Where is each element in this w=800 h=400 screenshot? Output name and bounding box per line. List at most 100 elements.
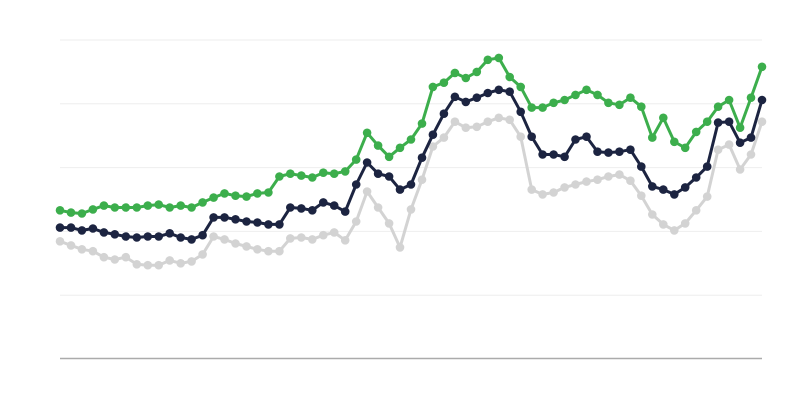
data-point-navy (143, 232, 153, 241)
data-point-navy (746, 133, 756, 142)
data-point-green (66, 208, 76, 217)
data-point-green (406, 135, 416, 144)
data-point-green (88, 205, 98, 214)
data-point-green (560, 95, 569, 105)
data-point-navy (527, 132, 536, 141)
data-point-gray (428, 142, 438, 151)
data-point-navy (340, 207, 350, 216)
data-point-navy (187, 235, 196, 244)
data-point-gray (231, 239, 240, 248)
data-point-gray (494, 113, 504, 123)
data-point-navy (680, 183, 690, 192)
data-point-gray (264, 246, 273, 256)
data-point-green (702, 117, 712, 126)
data-point-green (637, 102, 646, 111)
data-point-gray (198, 250, 207, 259)
data-point-green (110, 203, 120, 212)
data-point-gray (593, 175, 602, 184)
data-point-gray (713, 145, 723, 154)
data-point-gray (384, 219, 394, 228)
data-point-navy (757, 95, 767, 105)
data-point-gray (275, 246, 284, 256)
data-point-navy (571, 135, 580, 144)
data-point-navy (66, 223, 76, 232)
data-point-navy (582, 132, 591, 141)
data-point-gray (527, 185, 536, 194)
data-point-green (505, 72, 514, 82)
data-point-green (286, 169, 295, 178)
data-point-green (571, 90, 580, 100)
data-point-gray (735, 165, 745, 174)
data-point-navy (637, 162, 646, 171)
data-point-navy (538, 150, 547, 159)
data-point-navy (648, 182, 657, 191)
data-point-navy (713, 118, 723, 127)
data-point-navy (395, 185, 405, 194)
data-point-navy (286, 203, 295, 212)
data-point-gray (297, 233, 306, 242)
data-point-green (450, 68, 460, 78)
data-point-green (55, 206, 65, 215)
data-point-navy (604, 148, 613, 157)
data-point-green (165, 203, 174, 212)
data-point-green (154, 200, 163, 209)
data-point-green (176, 201, 185, 210)
data-point-green (472, 67, 482, 77)
data-point-gray (560, 183, 569, 192)
data-point-green (187, 203, 196, 212)
data-point-gray (615, 170, 624, 179)
data-point-gray (77, 245, 87, 254)
data-point-gray (286, 234, 295, 243)
data-point-navy (77, 226, 87, 235)
data-point-gray (582, 177, 591, 186)
data-point-gray (351, 217, 361, 226)
data-point-green (516, 82, 525, 92)
data-point-green (439, 78, 449, 87)
data-point-navy (472, 93, 482, 102)
data-point-green (626, 93, 635, 102)
data-point-navy (297, 204, 306, 213)
series-markers-green (55, 53, 767, 218)
data-point-gray (483, 117, 493, 126)
data-point-green (483, 55, 493, 65)
data-point-navy (450, 92, 460, 102)
data-point-green (77, 209, 87, 218)
data-point-navy (461, 97, 471, 107)
data-point-green (329, 169, 339, 178)
data-point-gray (66, 241, 76, 250)
data-point-green (691, 127, 701, 137)
data-point-green (242, 192, 251, 201)
data-point-gray (648, 210, 657, 219)
data-point-green (198, 198, 207, 207)
data-point-navy (242, 217, 251, 226)
data-point-gray (373, 203, 383, 212)
series-green (55, 53, 767, 218)
data-point-gray (209, 232, 218, 241)
data-point-green (143, 201, 153, 210)
data-point-gray (637, 191, 646, 200)
data-point-navy (319, 198, 328, 207)
data-point-navy (154, 232, 163, 241)
data-point-green (461, 73, 471, 83)
data-point-navy (560, 152, 569, 162)
data-point-gray (461, 123, 471, 132)
series-navy (55, 85, 767, 244)
data-point-green (319, 168, 328, 177)
data-point-gray (680, 219, 690, 228)
data-point-green (231, 191, 240, 200)
data-point-navy (99, 228, 109, 237)
data-point-green (362, 128, 372, 138)
data-point-gray (362, 187, 372, 196)
data-point-navy (417, 153, 427, 162)
data-point-navy (176, 233, 185, 242)
data-point-green (680, 143, 690, 153)
data-point-gray (220, 235, 229, 244)
data-point-green (384, 152, 394, 162)
data-point-gray (176, 259, 185, 268)
data-point-green (670, 137, 679, 147)
data-point-navy (384, 172, 394, 181)
data-point-green (724, 95, 734, 105)
data-point-gray (538, 190, 547, 199)
data-point-navy (659, 185, 668, 194)
